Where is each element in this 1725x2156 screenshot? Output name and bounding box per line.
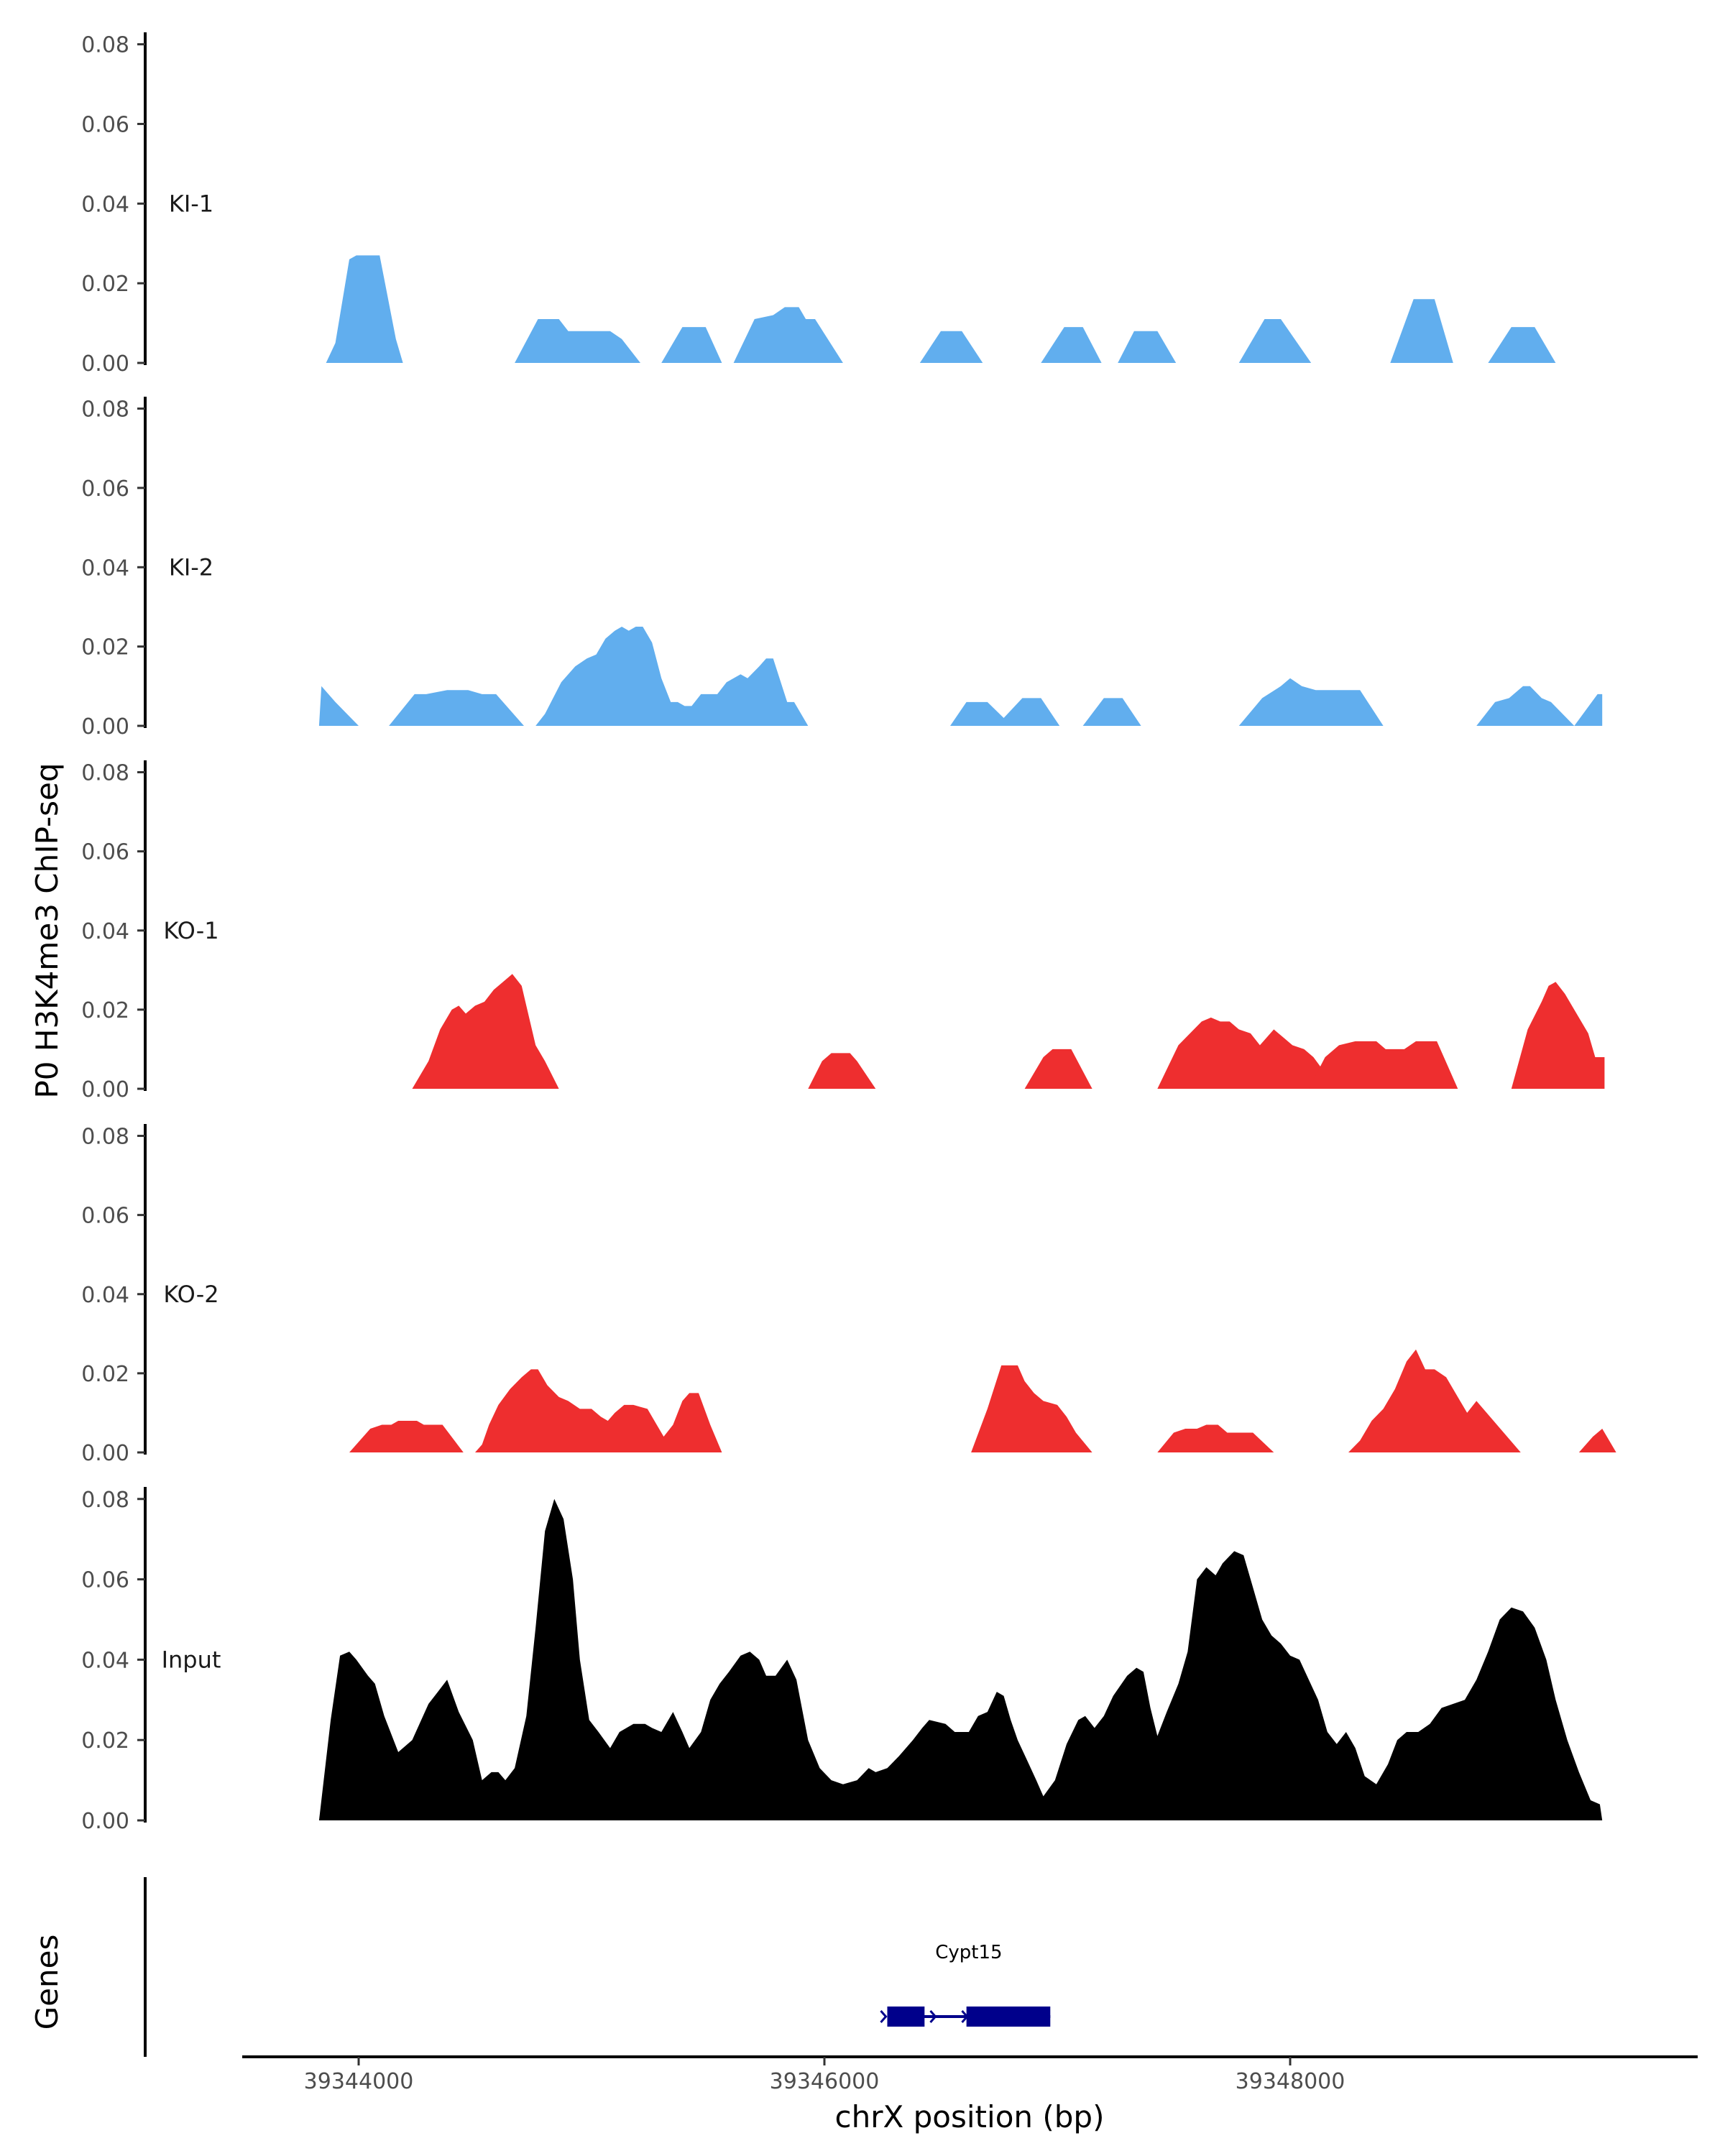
signal-area xyxy=(1041,327,1102,363)
signal-area xyxy=(661,327,722,363)
y-tick-label: 0.06 xyxy=(81,1204,129,1229)
y-axis-title: P0 H3K4me3 ChIP-seq xyxy=(29,763,65,1098)
signal-area xyxy=(971,1365,1092,1452)
y-tick-label: 0.00 xyxy=(81,714,129,740)
signal-area xyxy=(318,1498,1603,1820)
y-tick-label: 0.06 xyxy=(81,1568,129,1593)
signal-area xyxy=(1082,698,1141,726)
y-tick-label: 0.04 xyxy=(81,1648,129,1673)
y-tick-label: 0.02 xyxy=(81,272,129,297)
x-tick-label: 39346000 xyxy=(770,2069,880,2094)
strand-arrow xyxy=(880,2010,888,2023)
track-label: KO-2 xyxy=(163,1281,218,1308)
signal-area xyxy=(1390,299,1453,363)
signal-area xyxy=(1157,1017,1337,1089)
y-tick-label: 0.08 xyxy=(81,33,129,58)
signal-area xyxy=(1574,694,1603,726)
strand-arrow xyxy=(929,2010,937,2023)
signal-area xyxy=(733,307,843,363)
signal-area xyxy=(1238,678,1384,726)
signal-area xyxy=(326,255,403,363)
signal-area xyxy=(1348,1349,1521,1452)
y-tick-label: 0.08 xyxy=(81,1125,129,1150)
track-ki-1: 0.00 0.02 0.04 0.06 0.08 KI-1 xyxy=(81,32,1556,377)
signal-area xyxy=(412,974,559,1089)
y-tick-label: 0.08 xyxy=(81,397,129,423)
genes-axis-title: Genes xyxy=(29,1935,65,2030)
strand-arrow xyxy=(961,2010,969,2023)
y-tick-label: 0.04 xyxy=(81,1283,129,1308)
y-tick-label: 0.04 xyxy=(81,192,129,217)
track-label: KI-2 xyxy=(169,553,213,581)
y-tick-label: 0.02 xyxy=(81,635,129,660)
y-tick-label: 0.06 xyxy=(81,112,129,137)
genes-panel: Cypt15 xyxy=(144,1877,1051,2057)
tracks: 0.00 0.02 0.04 0.06 0.08 KI-1 0.00 0.02 0.04 0.06… xyxy=(81,32,1616,1834)
signal-area xyxy=(1024,1049,1092,1089)
y-tick-label: 0.04 xyxy=(81,919,129,944)
y-tick-label: 0.06 xyxy=(81,840,129,865)
signal-area xyxy=(1578,1429,1616,1452)
track-label: KO-1 xyxy=(163,917,218,944)
x-axis-title: chrX position (bp) xyxy=(835,2099,1105,2134)
track-ko-1: 0.00 0.02 0.04 0.06 0.08 KO-1 xyxy=(81,760,1605,1102)
signal-area xyxy=(808,1053,876,1089)
y-tick-label: 0.08 xyxy=(81,761,129,786)
signal-area xyxy=(1308,1041,1458,1089)
y-tick-label: 0.02 xyxy=(81,998,129,1023)
x-tick-label: 39348000 xyxy=(1236,2069,1346,2094)
track-ko-2: 0.00 0.02 0.04 0.06 0.08 KO-2 xyxy=(81,1124,1616,1466)
signal-area xyxy=(318,686,359,726)
y-tick-label: 0.00 xyxy=(81,1077,129,1102)
x-tick-label: 39344000 xyxy=(304,2069,414,2094)
y-tick-label: 0.02 xyxy=(81,1728,129,1754)
x-axis: 39344000 39346000 39348000 xyxy=(242,2055,1698,2094)
signal-area xyxy=(535,627,809,726)
signal-area xyxy=(475,1369,722,1452)
y-tick-label: 0.06 xyxy=(81,476,129,502)
gene-exon xyxy=(966,2007,1051,2027)
signal-area xyxy=(1476,686,1575,726)
signal-area xyxy=(515,319,640,363)
signal-area xyxy=(1157,1424,1274,1452)
signal-area xyxy=(919,331,983,363)
signal-area xyxy=(389,690,524,726)
track-label: KI-1 xyxy=(169,190,213,217)
y-tick-label: 0.00 xyxy=(81,1809,129,1834)
signal-area xyxy=(1118,331,1177,363)
signal-area xyxy=(1488,327,1556,363)
y-tick-label: 0.04 xyxy=(81,556,129,581)
track-input: 0.00 0.02 0.04 0.06 0.08 Input xyxy=(81,1487,1603,1834)
gene-label: Cypt15 xyxy=(935,1942,1002,1963)
track-ki-2: 0.00 0.02 0.04 0.06 0.08 KI-2 xyxy=(81,397,1603,740)
y-tick-label: 0.02 xyxy=(81,1362,129,1387)
signal-area xyxy=(349,1421,464,1452)
signal-area xyxy=(950,698,1060,726)
signal-area xyxy=(1511,982,1605,1089)
signal-area xyxy=(1238,319,1312,363)
gene-exon xyxy=(887,2007,925,2027)
y-tick-label: 0.08 xyxy=(81,1488,129,1513)
y-tick-label: 0.00 xyxy=(81,351,129,377)
y-tick-label: 0.00 xyxy=(81,1441,129,1466)
track-label: Input xyxy=(162,1646,221,1673)
